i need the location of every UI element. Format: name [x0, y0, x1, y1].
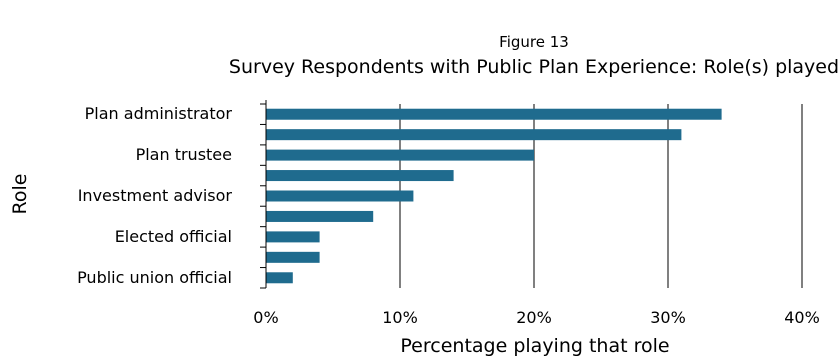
bar	[266, 170, 454, 182]
bar	[266, 272, 293, 284]
y-axis-label: Role	[9, 174, 31, 215]
chart-title: Survey Respondents with Public Plan Expe…	[229, 56, 839, 78]
x-tick-label: 0%	[253, 308, 278, 327]
bars	[266, 108, 722, 284]
category-label: Elected official	[115, 227, 232, 246]
figure-label: Figure 13	[499, 33, 569, 51]
bar	[266, 149, 534, 161]
x-tick-label: 40%	[784, 308, 820, 327]
bar	[266, 108, 722, 120]
x-tick-labels: 0% 10% 20% 30% 40%	[253, 308, 819, 327]
category-label: Plan administrator	[85, 104, 233, 123]
bar	[266, 251, 320, 263]
x-tick-label: 10%	[382, 308, 418, 327]
bar	[266, 190, 414, 202]
category-label: Investment advisor	[78, 186, 233, 205]
y-axis	[260, 100, 267, 289]
x-tick-label: 30%	[650, 308, 686, 327]
category-labels: Plan administrator Plan trustee Investmen…	[77, 104, 232, 287]
category-label: Public union official	[77, 268, 232, 287]
category-label: Plan trustee	[136, 145, 232, 164]
bar	[266, 129, 682, 141]
bar	[266, 210, 374, 222]
bar	[266, 231, 320, 243]
x-axis-label: Percentage playing that role	[400, 335, 669, 357]
x-tick-label: 20%	[516, 308, 552, 327]
